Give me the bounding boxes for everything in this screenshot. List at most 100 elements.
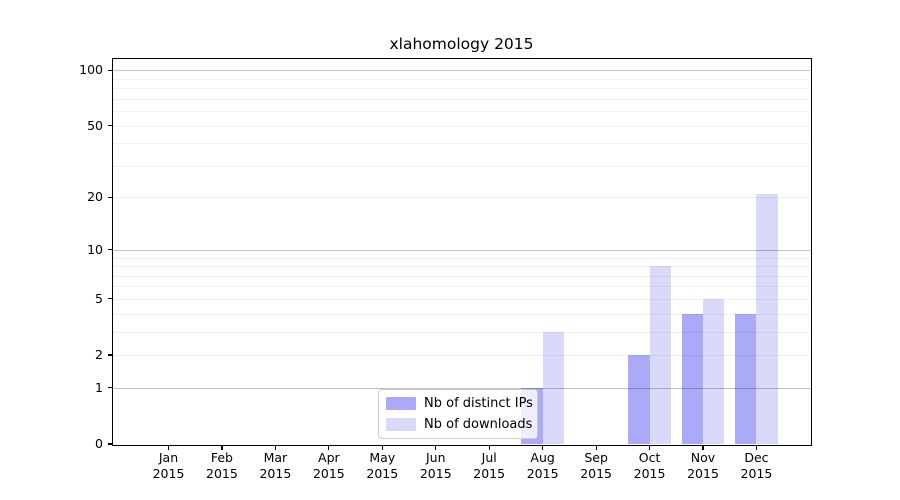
legend-swatch-downloads — [386, 418, 416, 431]
legend-swatch-distinct-ips — [386, 397, 416, 410]
x-tickmark-may — [381, 445, 383, 450]
x-tick-label-jun: Jun 2015 — [406, 450, 466, 481]
gridline-minor-60 — [113, 111, 810, 113]
bar-downloads-oct — [649, 266, 671, 444]
x-tick-year: 2015 — [419, 465, 452, 481]
x-tickmark-jul — [488, 445, 490, 450]
chart-title: xlahomology 2015 — [389, 35, 534, 53]
y-tick-label-0: 0 — [95, 436, 103, 451]
gridline-minor-4 — [113, 313, 810, 315]
x-tick-month: Jul — [481, 450, 497, 465]
gridline-minor-40 — [113, 143, 810, 145]
x-tick-label-nov: Nov 2015 — [673, 450, 733, 481]
x-tick-year: 2015 — [152, 465, 185, 481]
x-tick-month: Dec — [744, 450, 769, 465]
x-tick-label-sep: Sep 2015 — [566, 450, 626, 481]
x-tick-year: 2015 — [740, 465, 773, 481]
x-tick-month: Nov — [690, 450, 716, 465]
bar-distinct-ips-oct — [628, 355, 650, 444]
gridline-minor-6 — [113, 286, 810, 288]
legend-item-downloads: Nb of downloads — [386, 416, 533, 433]
gridline-minor-7 — [113, 275, 810, 277]
x-tick-year: 2015 — [206, 465, 238, 481]
bar-distinct-ips-dec — [735, 313, 757, 444]
legend-label-distinct-ips: Nb of distinct IPs — [424, 396, 533, 411]
y-tickmark-2 — [108, 354, 113, 356]
gridline-minor-80 — [113, 88, 810, 90]
y-tick-label-20: 20 — [87, 189, 103, 205]
gridline-minor-5 — [113, 298, 810, 300]
y-tick-label-5: 5 — [95, 290, 103, 306]
x-tickmark-oct — [648, 445, 651, 450]
gridline-minor-9 — [113, 257, 810, 259]
x-tick-label-jan: Jan 2015 — [139, 450, 199, 481]
x-tick-label-apr: Apr 2015 — [299, 450, 359, 481]
x-tickmark-apr — [328, 445, 330, 450]
x-tickmark-dec — [755, 445, 758, 450]
y-tickmark-1 — [108, 387, 113, 389]
x-tick-label-jul: Jul 2015 — [459, 450, 519, 481]
x-tick-month: Jan — [158, 450, 179, 465]
gridline-minor-70 — [113, 98, 810, 100]
legend-label-downloads: Nb of downloads — [424, 417, 533, 432]
x-tick-year: 2015 — [526, 465, 559, 481]
x-tick-label-oct: Oct 2015 — [620, 450, 680, 481]
x-tickmark-sep — [595, 445, 597, 450]
x-tick-month: Aug — [530, 450, 555, 465]
x-tick-year: 2015 — [473, 465, 506, 481]
legend: Nb of distinct IPs Nb of downloads — [378, 389, 538, 439]
legend-item-distinct-ips: Nb of distinct IPs — [386, 395, 533, 412]
gridline-minor-50 — [113, 125, 810, 127]
y-tick-label-1: 1 — [95, 379, 103, 395]
x-tick-label-mar: Mar 2015 — [245, 450, 305, 481]
bar-downloads-dec — [756, 193, 778, 444]
y-tickmark-20 — [108, 196, 113, 198]
x-tick-month: Jun — [425, 450, 446, 465]
gridline-major-10 — [113, 249, 810, 251]
gridline-minor-20 — [113, 197, 810, 199]
y-tickmark-50 — [108, 124, 113, 127]
bar-distinct-ips-nov — [681, 313, 703, 444]
x-tick-label-may: May 2015 — [352, 450, 412, 481]
x-tick-month: Sep — [584, 450, 608, 465]
x-tick-year: 2015 — [259, 465, 292, 481]
x-tickmark-mar — [274, 445, 276, 450]
x-tick-year: 2015 — [366, 465, 399, 481]
x-tick-month: Apr — [318, 450, 340, 465]
gridline-minor-3 — [113, 331, 810, 333]
x-tickmark-jun — [435, 445, 437, 450]
y-tick-label-10: 10 — [87, 241, 103, 257]
x-tickmark-feb — [221, 445, 223, 450]
gridline-major-1 — [113, 387, 810, 389]
x-tick-year: 2015 — [687, 465, 719, 481]
x-tick-month: May — [369, 450, 396, 465]
y-tick-label-100: 100 — [79, 62, 103, 78]
x-tickmark-jan — [167, 445, 170, 450]
y-tickmark-5 — [108, 298, 113, 300]
x-tick-year: 2015 — [312, 465, 345, 481]
x-tick-month: Oct — [638, 450, 661, 465]
x-tick-label-feb: Feb 2015 — [192, 450, 252, 481]
gridline-minor-8 — [113, 266, 810, 268]
y-tickmark-100 — [108, 69, 113, 71]
x-tick-label-dec: Dec 2015 — [726, 450, 786, 481]
x-tick-year: 2015 — [580, 465, 612, 481]
gridline-minor-30 — [113, 165, 810, 167]
x-tick-month: Mar — [263, 450, 288, 465]
plot-frame — [111, 57, 812, 446]
x-tickmark-nov — [702, 445, 704, 450]
x-tick-label-aug: Aug 2015 — [513, 450, 573, 481]
x-tick-year: 2015 — [633, 465, 666, 481]
y-tick-label-2: 2 — [95, 347, 103, 363]
gridline-minor-2 — [113, 355, 810, 357]
gridline-minor-90 — [113, 78, 810, 80]
y-tickmark-10 — [108, 249, 113, 251]
bar-downloads-aug — [542, 331, 564, 444]
y-tickmark-0 — [108, 443, 113, 445]
y-tick-label-50: 50 — [87, 117, 103, 133]
x-tick-month: Feb — [210, 450, 233, 465]
bar-downloads-nov — [703, 298, 725, 444]
x-tickmark-aug — [542, 445, 544, 450]
